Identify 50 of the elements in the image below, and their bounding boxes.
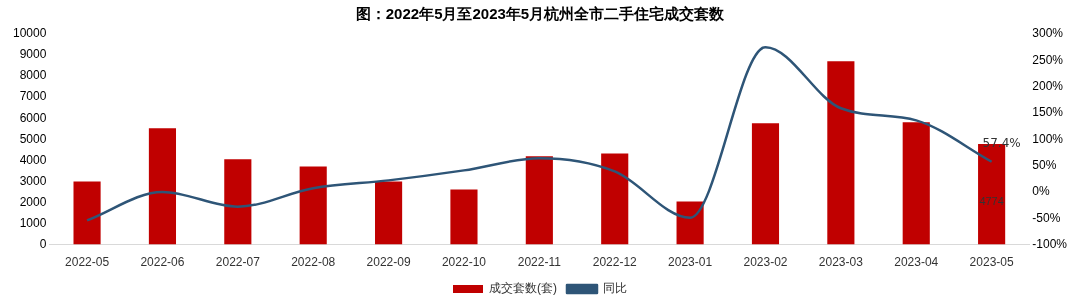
y2-tick-label: -100% xyxy=(1032,236,1068,251)
bar xyxy=(73,181,101,245)
y2-tick-label: 200% xyxy=(1032,78,1064,93)
x-tick-label: 2022-09 xyxy=(366,255,411,270)
x-tick-label: 2022-11 xyxy=(517,255,562,270)
bar xyxy=(224,159,252,245)
legend-label: 成交套数(套) xyxy=(489,281,557,296)
bar xyxy=(450,189,478,245)
y2-tick-label: 250% xyxy=(1032,52,1064,67)
y-tick-label: 6000 xyxy=(19,110,47,125)
y2-tick-label: 300% xyxy=(1032,26,1064,41)
bar xyxy=(827,61,855,245)
y-tick-label: 7000 xyxy=(19,89,47,104)
x-tick-label: 2022-08 xyxy=(291,255,336,270)
bar xyxy=(676,201,704,245)
y-tick-label: 2000 xyxy=(19,194,47,209)
x-tick-label: 2022-10 xyxy=(441,255,487,270)
y2-tick-label: -50% xyxy=(1032,210,1061,225)
bar xyxy=(525,156,553,245)
bar xyxy=(751,123,780,245)
x-tick-label: 2023-04 xyxy=(894,255,939,270)
y-tick-label: 5000 xyxy=(19,131,47,146)
y-tick-label: 8000 xyxy=(19,68,47,83)
x-tick-label: 2023-01 xyxy=(668,255,713,270)
x-tick-label: 2023-03 xyxy=(818,255,864,270)
x-tick-label: 2022-05 xyxy=(65,255,110,270)
y-tick-label: 9000 xyxy=(19,47,47,62)
chart-title: 图：2022年5月至2023年5月杭州全市二手住宅成交套数 xyxy=(355,5,726,23)
data-label: 57.4% xyxy=(982,135,1021,150)
y2-tick-label: 150% xyxy=(1032,105,1064,120)
bar xyxy=(601,153,629,245)
x-tick-label: 2022-06 xyxy=(140,255,185,270)
y-tick-label: 10000 xyxy=(12,26,47,41)
bar xyxy=(148,128,177,245)
y-tick-label: 4000 xyxy=(19,152,47,167)
x-tick-label: 2022-07 xyxy=(215,255,261,270)
x-tick-label: 2023-02 xyxy=(743,255,788,270)
bar xyxy=(375,181,403,245)
y-tick-label: 3000 xyxy=(19,173,47,188)
x-tick-label: 2023-05 xyxy=(969,255,1014,270)
bar xyxy=(902,122,930,245)
legend-label: 同比 xyxy=(603,281,627,296)
y2-tick-label: 50% xyxy=(1032,157,1057,172)
x-tick-label: 2022-12 xyxy=(592,255,638,270)
y2-tick-label: 100% xyxy=(1032,131,1064,146)
y-tick-label: 1000 xyxy=(19,215,47,230)
y-tick-label: 0 xyxy=(39,236,47,251)
bar xyxy=(299,166,327,245)
data-label: 4774 xyxy=(979,195,1004,208)
y2-tick-label: 0% xyxy=(1032,184,1050,199)
